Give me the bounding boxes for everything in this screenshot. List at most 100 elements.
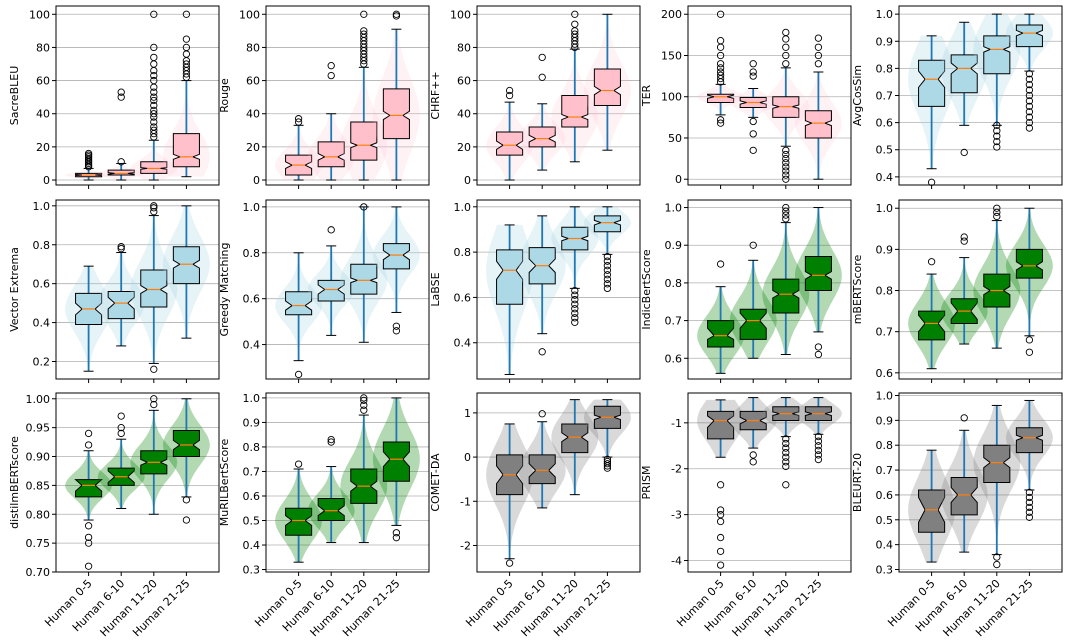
outlier-point bbox=[150, 96, 158, 105]
outlier-point bbox=[571, 20, 579, 28]
outlier-point bbox=[150, 76, 158, 85]
notched-box bbox=[918, 59, 946, 107]
outlier-point bbox=[1025, 488, 1034, 497]
outlier-point bbox=[782, 51, 790, 60]
box-3 bbox=[340, 10, 388, 181]
y-tick-label: 0.8 bbox=[454, 246, 472, 259]
box-2 bbox=[307, 435, 355, 544]
y-tick-label: 0 bbox=[675, 173, 682, 186]
outlier-point bbox=[150, 110, 158, 118]
outlier-point bbox=[182, 35, 191, 43]
y-axis-label: CHRF++ bbox=[429, 71, 442, 119]
axes-frame bbox=[265, 392, 430, 573]
notched-box bbox=[1015, 427, 1043, 454]
y-tick-label: 1.0 bbox=[876, 202, 894, 215]
notched-box bbox=[593, 68, 621, 106]
outlier-point bbox=[782, 28, 790, 37]
box-3 bbox=[762, 28, 810, 183]
notched-box bbox=[528, 126, 556, 148]
y-tick-label: 40 bbox=[457, 108, 471, 121]
outlier-point bbox=[716, 547, 725, 555]
outlier-point bbox=[84, 533, 93, 542]
outlier-point bbox=[84, 539, 93, 547]
outlier-point bbox=[1025, 70, 1034, 78]
y-tick-label: 0.6 bbox=[243, 293, 261, 306]
notched-box bbox=[950, 54, 978, 94]
outlier-point bbox=[603, 275, 612, 283]
outlier-point bbox=[603, 284, 612, 293]
y-tick-label: 0.3 bbox=[876, 564, 894, 577]
box-3 bbox=[762, 397, 810, 489]
subplot-chrf-: 0 20 40 60 80 100 CHRF++ bbox=[429, 5, 641, 189]
y-tick-label: 80 bbox=[246, 41, 260, 54]
outlier-point bbox=[603, 462, 612, 470]
outlier-point bbox=[716, 116, 725, 124]
y-tick-label: 50 bbox=[668, 132, 682, 145]
box-2 bbox=[307, 226, 355, 336]
outlier-point bbox=[716, 10, 725, 18]
y-tick-label: 0.90 bbox=[26, 451, 51, 464]
outlier-point bbox=[360, 394, 368, 402]
outlier-point bbox=[782, 154, 790, 163]
y-tick-label: 0.6 bbox=[876, 489, 894, 502]
outlier-point bbox=[327, 62, 335, 70]
box-1 bbox=[275, 460, 322, 563]
y-tick-label: 0.75 bbox=[26, 537, 51, 550]
y-tick-label: 0.9 bbox=[665, 239, 683, 252]
subplot-greedy-matching: 0.4 0.6 0.8 1.0 Greedy Matching bbox=[218, 199, 430, 383]
y-axis-label: BLEURT-20 bbox=[851, 453, 864, 512]
axes-frame bbox=[687, 392, 852, 573]
outlier-point bbox=[814, 451, 823, 459]
outlier-point bbox=[782, 175, 790, 183]
outlier-point bbox=[150, 71, 158, 80]
outlier-point bbox=[505, 86, 514, 95]
y-tick-label: 0.7 bbox=[876, 326, 894, 339]
y-tick-label: 0.4 bbox=[454, 337, 472, 350]
box-2 bbox=[518, 215, 566, 356]
y-tick-label: 0.5 bbox=[243, 515, 261, 528]
outlier-point bbox=[1025, 81, 1034, 89]
outlier-point bbox=[782, 150, 790, 159]
outlier-point bbox=[782, 167, 790, 175]
outlier-point bbox=[1025, 91, 1034, 100]
outlier-point bbox=[782, 444, 790, 452]
axes-frame bbox=[687, 5, 852, 186]
outlier-point bbox=[782, 435, 790, 443]
y-tick-label: 0.7 bbox=[876, 90, 894, 103]
outlier-point bbox=[716, 71, 725, 79]
outlier-point bbox=[603, 266, 612, 274]
outlier-point bbox=[782, 43, 790, 51]
outlier-point bbox=[150, 126, 158, 134]
outlier-point bbox=[993, 143, 1001, 151]
y-tick-label: 0.4 bbox=[243, 339, 261, 352]
outlier-point bbox=[1025, 503, 1034, 512]
box-3 bbox=[340, 394, 388, 544]
y-axis-label: TER bbox=[640, 84, 653, 107]
y-tick-label: 0.8 bbox=[243, 441, 261, 454]
box-2 bbox=[518, 410, 566, 509]
y-axis-label: LaBSE bbox=[429, 272, 442, 306]
outlier-point bbox=[993, 121, 1001, 129]
outlier-point bbox=[117, 412, 125, 420]
outlier-point bbox=[814, 343, 823, 351]
x-tick-label: Human 11-20 bbox=[308, 577, 370, 639]
outlier-point bbox=[327, 438, 335, 446]
y-tick-label: 100 bbox=[661, 91, 682, 104]
axes-frame bbox=[476, 199, 641, 380]
y-tick-label: 0.6 bbox=[665, 352, 683, 365]
y-tick-label: 20 bbox=[457, 141, 471, 154]
outlier-point bbox=[716, 481, 725, 489]
axes-frame bbox=[476, 5, 641, 186]
outlier-point bbox=[150, 118, 158, 126]
outlier-point bbox=[716, 43, 725, 51]
outlier-point bbox=[716, 64, 725, 72]
notched-box bbox=[172, 133, 200, 168]
outlier-point bbox=[84, 562, 93, 570]
y-axis-label: Greedy Matching bbox=[218, 243, 231, 337]
outlier-point bbox=[571, 10, 579, 18]
outlier-point bbox=[150, 66, 158, 75]
outlier-point bbox=[294, 118, 303, 126]
axes-frame bbox=[55, 199, 220, 380]
axes-frame bbox=[265, 199, 430, 380]
y-tick-label: 0 bbox=[253, 174, 260, 187]
